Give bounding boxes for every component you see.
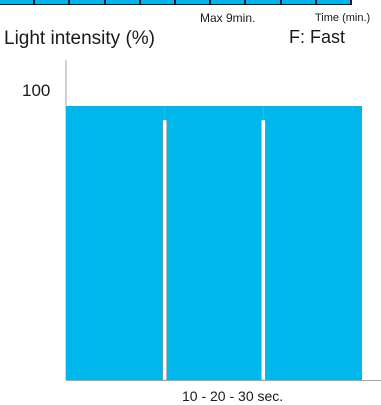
top-strip-cell-10 [316,0,352,4]
top-strip-cell-4 [105,0,141,4]
interruption-mark-1 [162,119,167,381]
bar-segment-3 [263,106,362,380]
interruption-mark-2 [261,119,266,381]
top-time-strip [0,0,352,5]
top-strip-cell-7 [211,0,247,4]
bar-segment-1 [66,106,165,380]
time-axis-label: Time (min.) [315,12,371,24]
top-time-strip-baseline [0,4,352,5]
top-strip-cell-1 [0,0,36,4]
top-strip-cell-3 [70,0,106,4]
x-axis-note: 10 - 20 - 30 sec. [182,388,284,404]
bar-segment-2 [164,106,264,380]
y-axis-title: Light intensity (%) [4,28,156,49]
top-strip-cell-2 [35,0,71,4]
top-strip-cell-5 [140,0,176,4]
y-tick-label-100: 100 [22,81,51,100]
interruption-marks-group [162,119,266,381]
max-time-label: Max 9min. [200,11,256,25]
top-strip-cell-9 [281,0,317,4]
bars-group [66,106,362,380]
mode-label: F: Fast [289,27,346,47]
top-strip-cell-6 [176,0,212,4]
top-strip-cell-8 [246,0,282,4]
